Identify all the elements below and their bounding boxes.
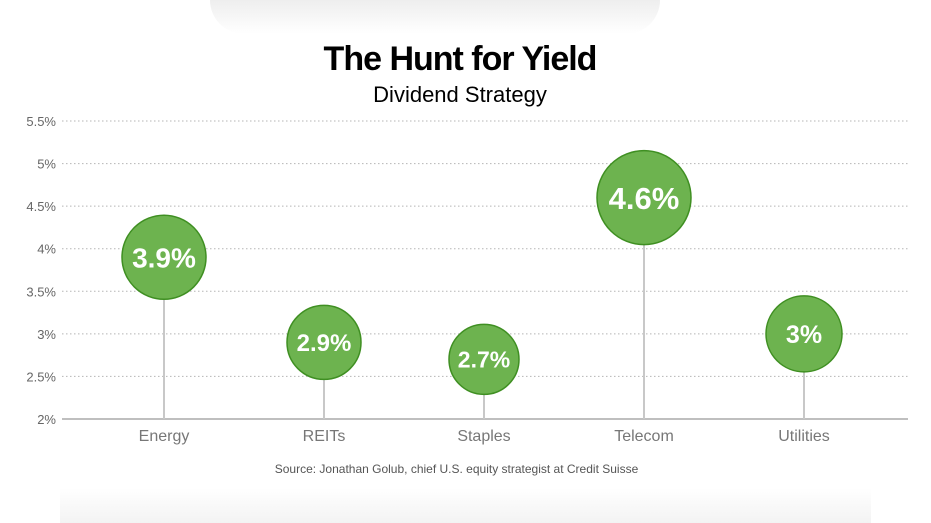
chart-subtitle: Dividend Strategy — [373, 82, 547, 107]
y-tick-label: 3% — [37, 327, 56, 342]
y-tick-label: 5% — [37, 157, 56, 172]
y-tick-label: 4.5% — [26, 199, 56, 214]
y-tick-label: 2.5% — [26, 369, 56, 384]
y-tick-label: 2% — [37, 412, 56, 427]
top-glow — [210, 0, 660, 34]
y-tick-label: 4% — [37, 242, 56, 257]
value-bubble — [765, 295, 843, 373]
category-label: Utilities — [778, 428, 830, 445]
y-tick-label: 3.5% — [26, 284, 56, 299]
category-label: REITs — [303, 428, 346, 445]
chart-title: The Hunt for Yield — [323, 40, 598, 78]
data-label: 2.9% — [297, 330, 352, 357]
value-bubble — [286, 304, 362, 381]
data-label: 2.7% — [458, 347, 510, 373]
data-label: 3% — [786, 321, 822, 349]
value-bubble — [121, 214, 207, 300]
bottom-glow — [60, 488, 871, 523]
y-tick-label: 5.5% — [26, 114, 56, 129]
category-label: Energy — [139, 428, 190, 445]
category-label: Telecom — [614, 428, 674, 445]
value-bubble — [596, 149, 692, 246]
data-label: 3.9% — [132, 242, 196, 273]
source-note: Source: Jonathan Golub, chief U.S. equit… — [274, 462, 639, 476]
category-label: Staples — [457, 428, 510, 445]
data-label: 4.6% — [609, 181, 680, 216]
value-bubble — [448, 323, 520, 396]
